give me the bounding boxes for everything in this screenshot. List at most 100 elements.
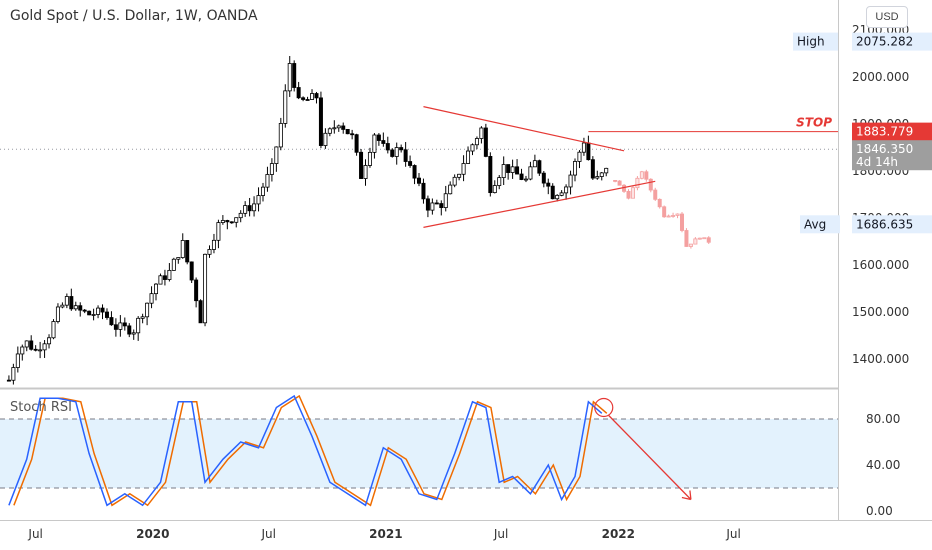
time-tick-label: 2022 [602, 527, 635, 541]
candle [573, 161, 578, 176]
avg-tag-text: Avg [804, 217, 826, 231]
projection-candle [693, 238, 698, 245]
candle [185, 240, 190, 263]
candle [385, 143, 390, 151]
stoch-rsi-pane [0, 394, 838, 507]
projection-candle [613, 179, 618, 182]
projection-candle [688, 243, 693, 247]
candle [394, 147, 399, 157]
candle [541, 172, 546, 184]
projection-candle [653, 189, 658, 200]
candle [234, 217, 239, 223]
candle [327, 128, 332, 134]
candle [203, 253, 208, 324]
candle [604, 167, 609, 174]
projection-candle [697, 237, 702, 240]
candle [87, 310, 92, 316]
candle [42, 343, 47, 351]
candle [118, 322, 123, 330]
candle [510, 166, 515, 173]
stoch-tick-label: 40.00 [866, 458, 900, 472]
candle [488, 156, 493, 194]
candle [314, 93, 319, 99]
candle [207, 249, 212, 255]
candle [47, 337, 52, 345]
candle [296, 87, 301, 99]
candle [256, 195, 261, 205]
candle [194, 279, 199, 302]
candle [367, 151, 372, 166]
candle [336, 125, 341, 129]
candle [162, 275, 167, 280]
stoch-tick-label: 0.00 [866, 504, 893, 518]
candle [167, 269, 172, 280]
projection-candle [675, 213, 680, 216]
projection-candle [639, 171, 644, 179]
candle [483, 127, 488, 157]
projection-candle [684, 230, 689, 247]
projection-candle [648, 178, 653, 191]
candle [287, 63, 292, 92]
candle [301, 97, 306, 100]
candle [390, 149, 395, 157]
candle [238, 212, 243, 219]
candle [430, 202, 435, 211]
stop-value-text: 1883.779 [856, 125, 913, 139]
price-pane: STOP [0, 56, 838, 385]
candle [131, 332, 136, 335]
avg-value-text: 1686.635 [856, 217, 913, 231]
candle [595, 176, 600, 179]
candle [38, 349, 43, 352]
avg-value-bg [852, 215, 932, 234]
avg-value: 1686.635 [852, 215, 932, 234]
countdown-text: 4d 14h [856, 155, 898, 169]
candle [109, 317, 114, 326]
candle [359, 151, 364, 179]
candle [443, 193, 448, 209]
candle [421, 182, 426, 200]
candle [24, 340, 29, 348]
avg-tag-bg [800, 215, 840, 234]
candle [100, 307, 105, 313]
high-tag-text: High [797, 35, 825, 49]
candle [497, 177, 502, 186]
candle [568, 174, 573, 188]
price-tick-label: 1500.000 [852, 305, 909, 319]
candle [225, 220, 230, 223]
candle [145, 302, 150, 318]
candle [399, 147, 404, 151]
candle [372, 134, 377, 153]
annotation-arrow-shaft [608, 415, 692, 500]
projection-candle [666, 215, 671, 218]
last-price-text: 1846.350 [856, 142, 913, 156]
candle [274, 146, 279, 164]
candle [310, 93, 315, 100]
time-tick-label: Jul [27, 527, 42, 541]
high-value: 2075.282 [852, 32, 932, 51]
candle [305, 99, 310, 101]
candle [55, 306, 60, 322]
candle [332, 127, 337, 130]
axes: 2100.0002000.0001900.0001800.0001700.000… [27, 23, 932, 541]
indicator-label[interactable]: Stoch RSI [10, 400, 72, 415]
price-tick-label: 1400.000 [852, 352, 909, 366]
projection-candle [635, 177, 640, 189]
candle [590, 159, 595, 179]
currency-button[interactable]: USD [866, 6, 908, 28]
candle [69, 296, 74, 310]
candle [180, 240, 185, 258]
candle [136, 317, 141, 334]
stoch-d-line [13, 394, 608, 507]
candle [457, 173, 462, 178]
projection-candle [617, 180, 622, 186]
time-tick-label: Jul [493, 527, 508, 541]
candle [220, 220, 225, 223]
candle [323, 132, 328, 146]
stop-value: 1883.779 [852, 122, 932, 141]
projection-candle [630, 187, 635, 199]
candle [154, 283, 159, 295]
candle [158, 275, 163, 285]
stoch-band [0, 419, 838, 488]
avg-tag: Avg [800, 215, 840, 234]
